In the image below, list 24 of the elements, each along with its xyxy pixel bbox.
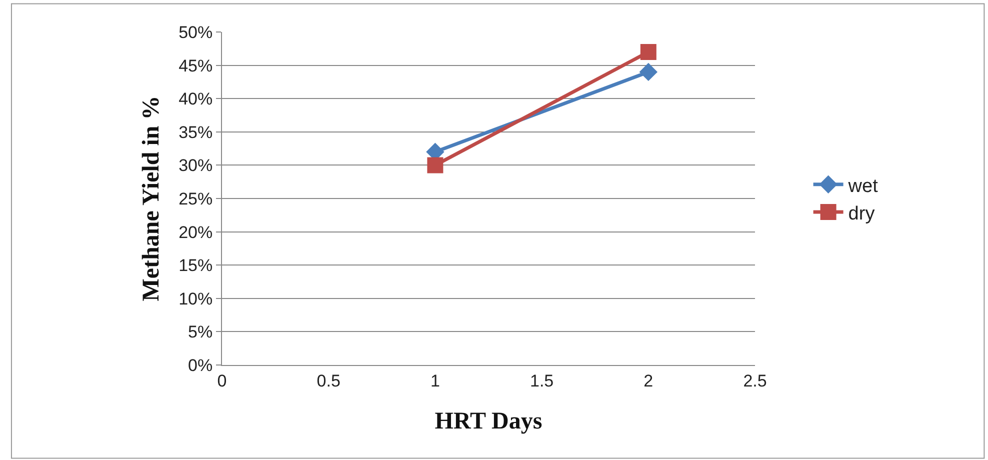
y-tick-label: 30% <box>178 156 213 176</box>
y-tick-label: 0% <box>188 356 213 375</box>
y-tick-label: 50% <box>178 22 213 42</box>
x-tick-label: 2.5 <box>743 371 767 390</box>
y-tick-label: 15% <box>178 256 213 276</box>
x-tick-label: 0.5 <box>316 371 340 390</box>
y-axis-title: Methane Yield in % <box>138 96 165 302</box>
y-tick-label: 45% <box>178 56 213 76</box>
y-tick-label: 25% <box>178 189 213 208</box>
x-tick-label: 2 <box>644 371 654 390</box>
y-tick-label: 5% <box>188 322 213 342</box>
x-tick-label: 1.5 <box>530 371 554 390</box>
legend-label: wet <box>847 176 879 197</box>
x-tick-label: 1 <box>430 371 440 390</box>
y-tick-label: 10% <box>178 289 213 308</box>
point <box>640 44 656 60</box>
x-axis-title: HRT Days <box>434 408 542 435</box>
y-tick-label: 40% <box>178 90 213 109</box>
x-tick-label: 0 <box>217 371 227 390</box>
point <box>639 62 658 82</box>
y-tick-label: 35% <box>178 122 213 142</box>
point <box>427 157 444 174</box>
legend-label: dry <box>848 203 876 224</box>
y-tick-label: 20% <box>178 222 213 242</box>
